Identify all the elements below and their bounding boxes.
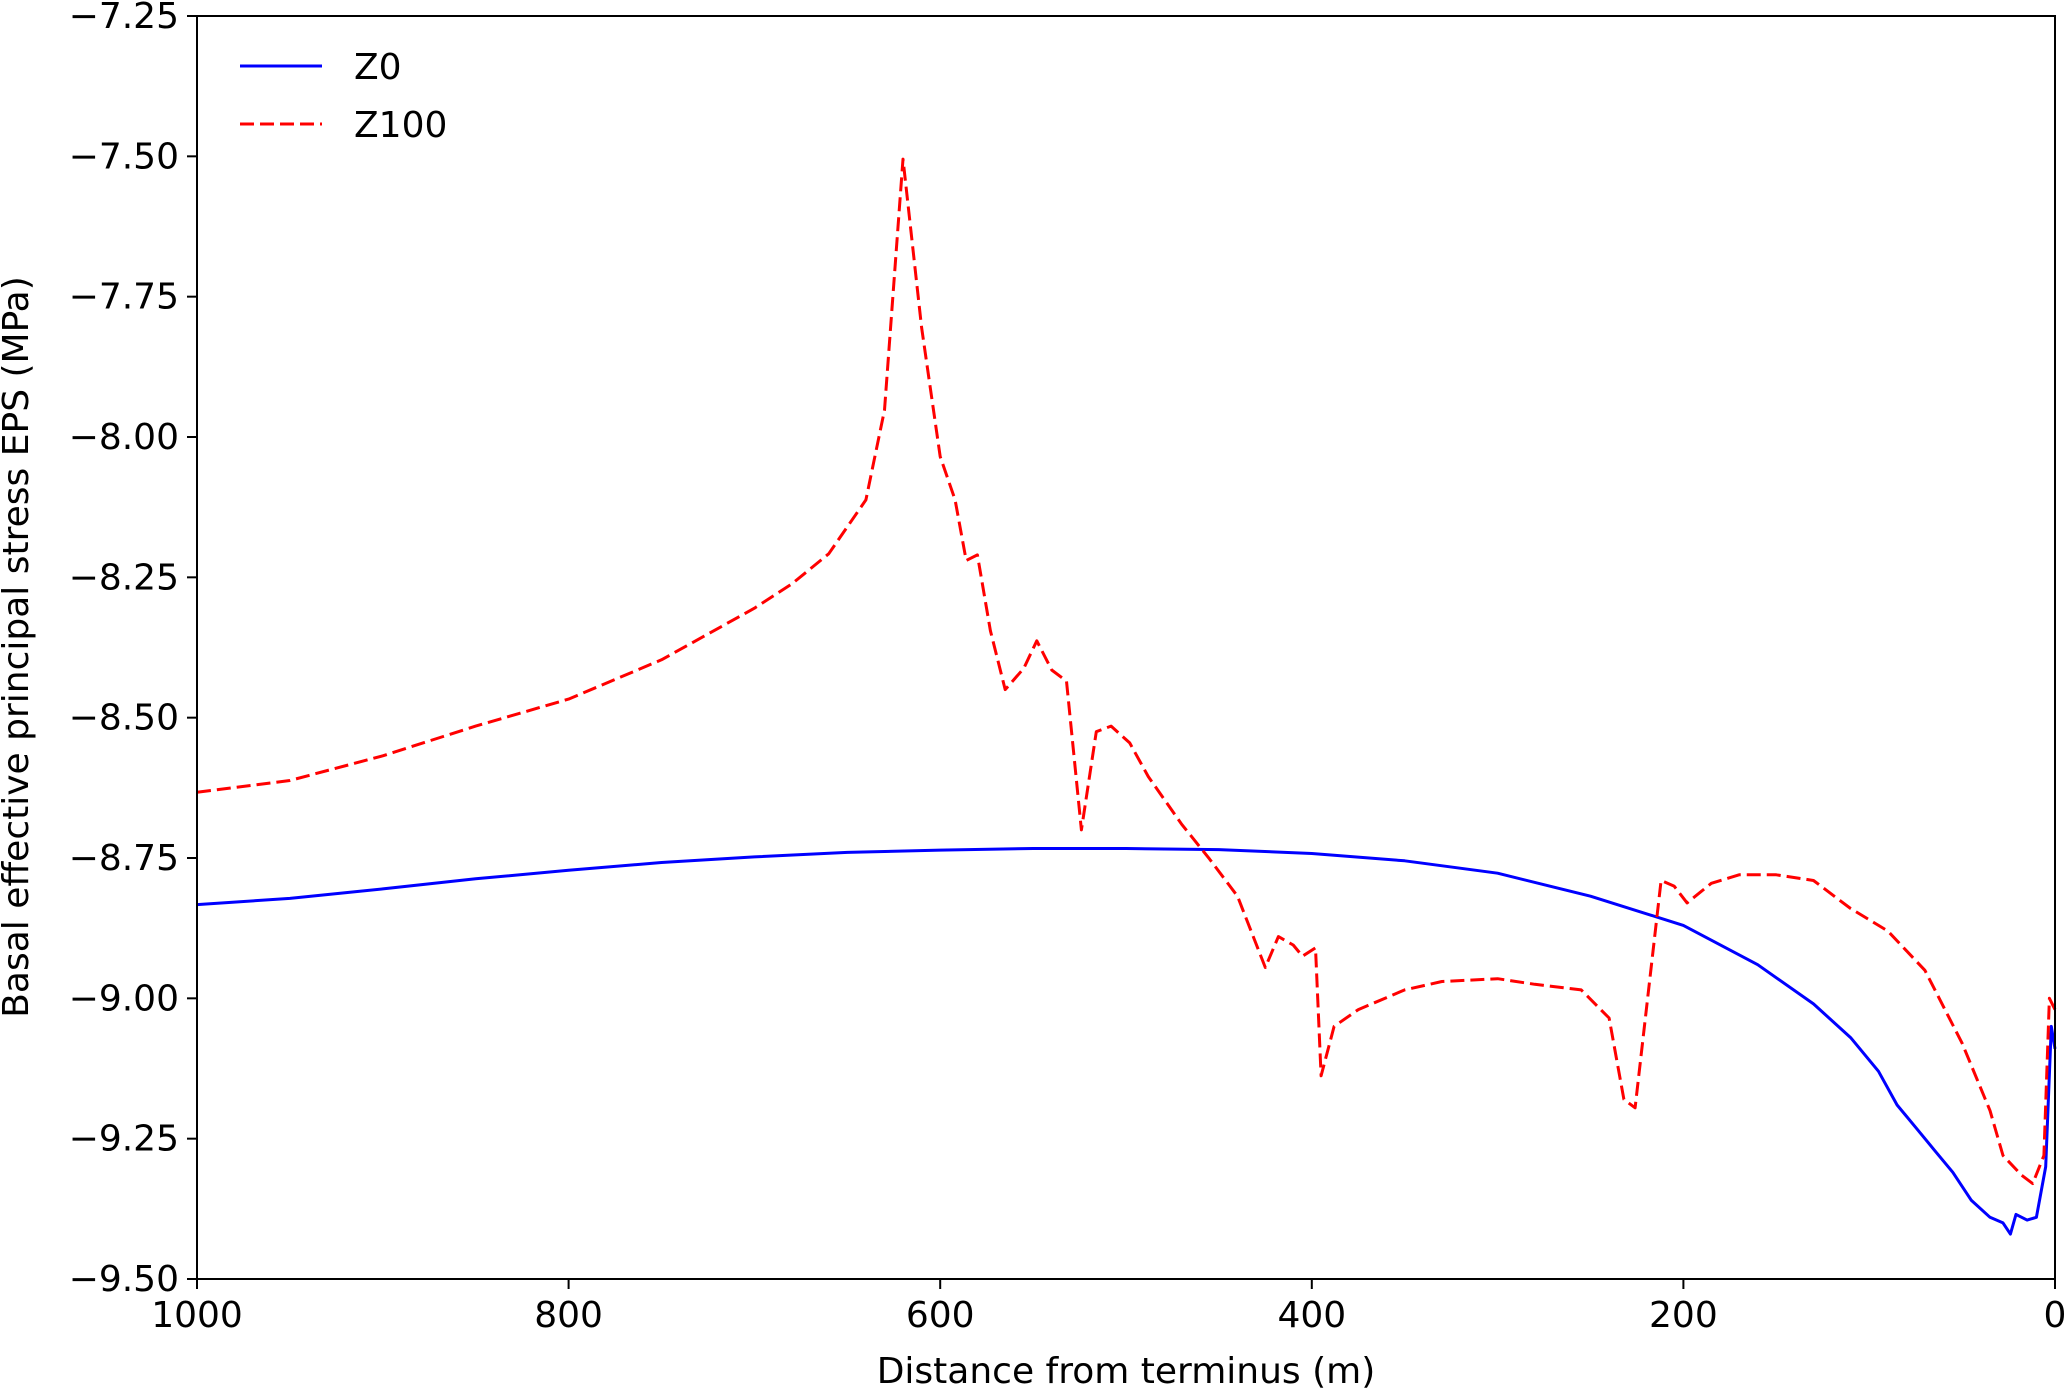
y-tick-label: −9.25 <box>69 1119 179 1160</box>
series-layer <box>196 157 2057 1236</box>
legend-label-z100: Z100 <box>354 105 447 146</box>
x-axis-label: Distance from terminus (m) <box>877 1351 1376 1392</box>
y-axis: −7.25 −7.50 −7.75 −8.00 −8.25 −8.50 −8.75 −9.00… <box>69 0 197 1300</box>
x-tick-label: 400 <box>1277 1295 1346 1336</box>
y-axis-label: Basal effective principal stress EPS (MP… <box>0 276 37 1018</box>
x-axis: 1000 800 600 400 200 0 <box>151 1279 2066 1336</box>
y-tick-label: −9.50 <box>69 1259 179 1300</box>
x-tick-label: 800 <box>534 1295 603 1336</box>
y-tick-label: −8.50 <box>69 698 179 739</box>
y-tick-label: −8.00 <box>69 417 179 458</box>
series-line-z100 <box>196 157 2057 1186</box>
y-tick-label: −8.75 <box>69 838 179 879</box>
legend-label-z0: Z0 <box>354 47 402 88</box>
y-tick-label: −7.75 <box>69 277 179 318</box>
x-tick-label: 0 <box>2044 1295 2067 1336</box>
y-tick-label: −9.00 <box>69 978 179 1019</box>
x-tick-label: 200 <box>1649 1295 1718 1336</box>
x-tick-label: 1000 <box>151 1295 243 1336</box>
y-tick-label: −7.25 <box>69 0 179 37</box>
y-tick-label: −7.50 <box>69 136 179 177</box>
series-line-z0 <box>196 847 2057 1236</box>
plot-frame <box>196 15 2056 1280</box>
x-tick-label: 600 <box>906 1295 975 1336</box>
y-tick-label: −8.25 <box>69 557 179 598</box>
legend: Z0 Z100 <box>240 47 447 146</box>
